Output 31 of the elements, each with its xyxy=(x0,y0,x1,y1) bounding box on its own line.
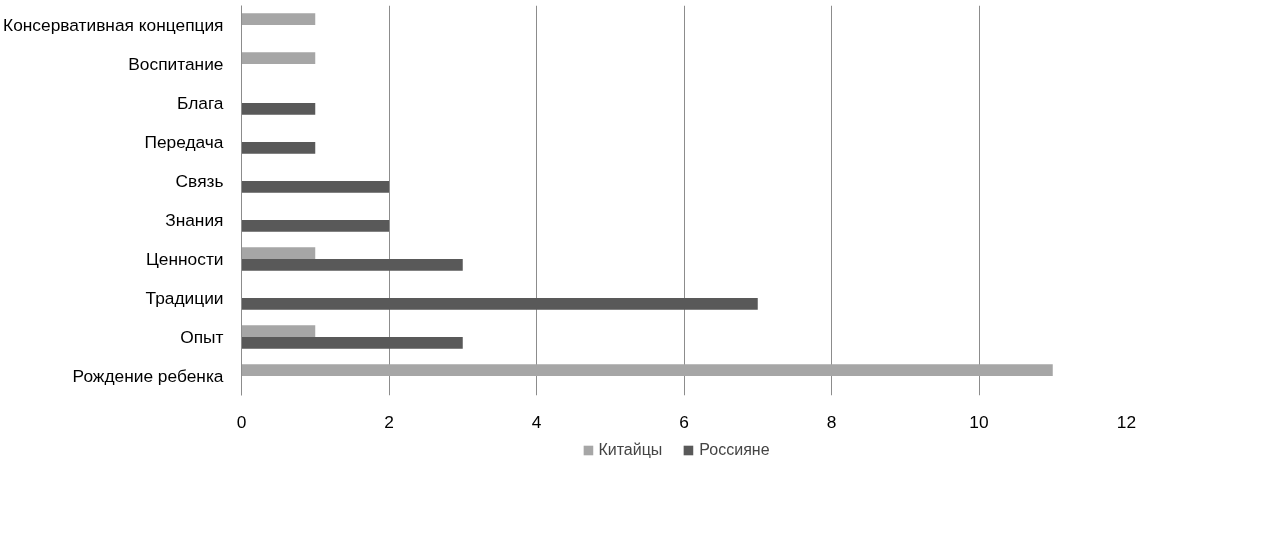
x-tick-label: 10 xyxy=(969,411,989,432)
bar xyxy=(241,325,316,337)
bar xyxy=(241,52,316,64)
bar xyxy=(241,337,463,349)
y-tick-label: Рождение ребенка xyxy=(72,366,224,386)
y-tick-label: Знания xyxy=(165,210,224,230)
x-tick-label: 0 xyxy=(236,411,247,432)
y-tick-label: Опыт xyxy=(180,327,224,347)
bar xyxy=(241,298,758,310)
bar xyxy=(241,13,316,25)
y-tick-label: Ценности xyxy=(145,249,224,269)
y-tick-label: Передача xyxy=(144,132,224,152)
x-tick-label: 6 xyxy=(679,411,689,432)
bar xyxy=(241,247,316,259)
x-tick-label: 8 xyxy=(826,411,837,432)
bar xyxy=(241,364,1053,376)
bar xyxy=(241,220,389,232)
bar xyxy=(241,181,389,193)
y-tick-label: Воспитание xyxy=(128,54,224,74)
x-tick-label: 4 xyxy=(531,411,542,432)
y-tick-label: Связь xyxy=(175,171,224,191)
bar xyxy=(241,259,463,271)
x-tick-label: 12 xyxy=(1116,411,1137,432)
y-tick-label: Традиции xyxy=(145,288,224,308)
y-tick-label: Консервативная концепция xyxy=(3,15,224,35)
y-tick-label: Блага xyxy=(177,93,224,113)
bar xyxy=(241,103,316,115)
x-tick-label: 2 xyxy=(384,411,394,432)
bar xyxy=(241,142,316,154)
legend-label: Китайцы xyxy=(598,441,663,459)
legend-label: Россияне xyxy=(699,441,770,459)
